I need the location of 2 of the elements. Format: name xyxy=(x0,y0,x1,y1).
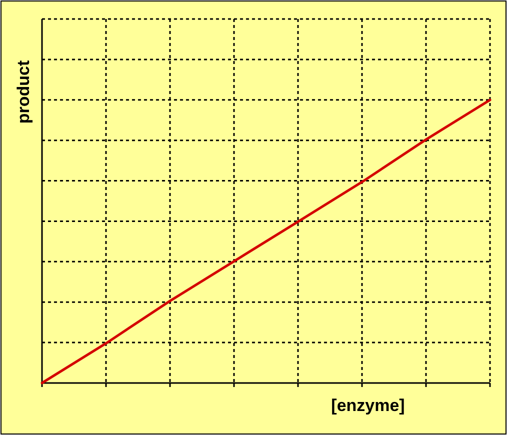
y-axis-title: product xyxy=(14,60,33,124)
x-axis-title: [enzyme] xyxy=(331,396,405,415)
